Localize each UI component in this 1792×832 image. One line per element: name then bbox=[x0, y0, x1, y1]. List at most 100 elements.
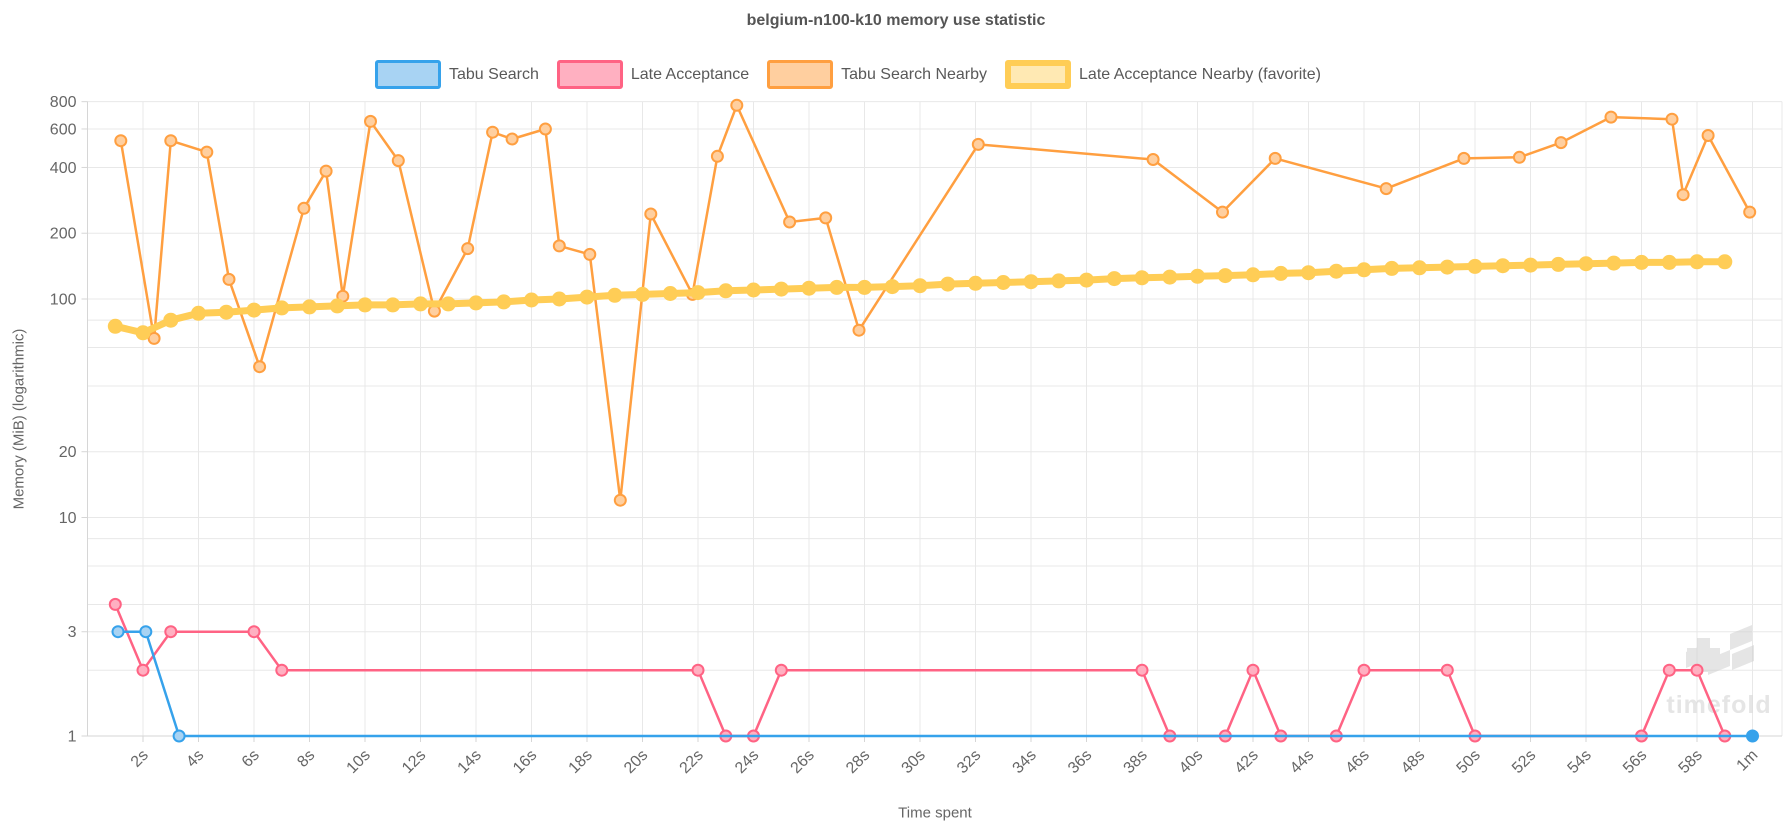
legend-item-tabu-search[interactable]: Tabu Search bbox=[375, 60, 539, 89]
data-point[interactable] bbox=[1662, 663, 1676, 677]
data-point[interactable] bbox=[1554, 136, 1568, 150]
data-point[interactable] bbox=[1689, 254, 1705, 270]
data-point[interactable] bbox=[147, 331, 161, 345]
data-point[interactable] bbox=[691, 663, 705, 677]
data-point[interactable] bbox=[364, 114, 377, 128]
data-point[interactable] bbox=[246, 302, 262, 318]
legend-item-late-acceptance-nearby-favorite[interactable]: Late Acceptance Nearby (favorite) bbox=[1005, 60, 1321, 89]
data-point[interactable] bbox=[710, 149, 724, 163]
data-point[interactable] bbox=[538, 122, 552, 136]
data-point[interactable] bbox=[1134, 270, 1150, 286]
data-point[interactable] bbox=[274, 300, 290, 316]
data-point[interactable] bbox=[1665, 112, 1679, 126]
data-point[interactable] bbox=[1273, 265, 1289, 281]
data-point[interactable] bbox=[912, 278, 928, 294]
data-point[interactable] bbox=[829, 279, 845, 295]
data-point[interactable] bbox=[1216, 205, 1229, 219]
data-point[interactable] bbox=[552, 239, 566, 253]
data-point[interactable] bbox=[297, 201, 311, 215]
data-point[interactable] bbox=[1379, 182, 1393, 196]
data-point[interactable] bbox=[1023, 274, 1039, 290]
data-point[interactable] bbox=[496, 294, 512, 310]
data-point[interactable] bbox=[136, 663, 150, 677]
data-point[interactable] bbox=[1268, 151, 1282, 165]
data-point[interactable] bbox=[1106, 271, 1122, 287]
data-point[interactable] bbox=[1384, 260, 1400, 276]
data-point[interactable] bbox=[1245, 267, 1261, 283]
data-point[interactable] bbox=[995, 275, 1011, 290]
data-point[interactable] bbox=[1051, 273, 1067, 289]
data-point[interactable] bbox=[114, 134, 128, 148]
series-points-late-acceptance[interactable] bbox=[108, 597, 1732, 743]
data-point[interactable] bbox=[1301, 265, 1316, 281]
data-point[interactable] bbox=[774, 663, 788, 677]
data-point[interactable] bbox=[1676, 188, 1690, 202]
series-tabu-search[interactable] bbox=[111, 625, 1759, 743]
data-point[interactable] bbox=[690, 285, 706, 301]
data-point[interactable] bbox=[329, 298, 345, 314]
data-point[interactable] bbox=[819, 211, 833, 225]
data-point[interactable] bbox=[1523, 257, 1538, 273]
data-point[interactable] bbox=[253, 360, 267, 374]
data-point[interactable] bbox=[1701, 129, 1715, 142]
data-point[interactable] bbox=[1578, 256, 1594, 272]
data-point[interactable] bbox=[163, 312, 179, 328]
data-point[interactable] bbox=[1440, 663, 1454, 677]
data-point[interactable] bbox=[107, 318, 123, 334]
legend-item-tabu-search-nearby[interactable]: Tabu Search Nearby bbox=[767, 60, 987, 89]
data-point[interactable] bbox=[302, 299, 317, 315]
data-point[interactable] bbox=[1606, 255, 1622, 271]
data-point[interactable] bbox=[139, 625, 153, 639]
data-point[interactable] bbox=[1550, 256, 1566, 272]
data-point[interactable] bbox=[613, 493, 627, 507]
series-late-acceptance-nearby-favorite[interactable] bbox=[107, 254, 1733, 341]
data-point[interactable] bbox=[852, 323, 866, 337]
data-point[interactable] bbox=[1661, 254, 1677, 270]
data-point[interactable] bbox=[1495, 258, 1511, 274]
data-point[interactable] bbox=[413, 296, 428, 312]
data-point[interactable] bbox=[505, 132, 519, 146]
data-point[interactable] bbox=[662, 286, 678, 301]
data-point[interactable] bbox=[461, 242, 475, 256]
legend-item-late-acceptance[interactable]: Late Acceptance bbox=[556, 60, 749, 89]
data-point[interactable] bbox=[1604, 110, 1618, 124]
data-point[interactable] bbox=[468, 295, 484, 311]
data-point[interactable] bbox=[440, 296, 456, 312]
data-point[interactable] bbox=[191, 305, 206, 321]
data-point[interactable] bbox=[319, 164, 333, 178]
data-point[interactable] bbox=[1146, 153, 1160, 166]
data-point[interactable] bbox=[857, 279, 872, 295]
data-point[interactable] bbox=[1217, 268, 1233, 284]
data-point[interactable] bbox=[773, 281, 789, 297]
data-point[interactable] bbox=[718, 283, 734, 299]
data-point[interactable] bbox=[1162, 269, 1178, 285]
data-point[interactable] bbox=[971, 137, 985, 151]
data-point[interactable] bbox=[783, 215, 797, 229]
data-point[interactable] bbox=[111, 625, 125, 639]
data-point[interactable] bbox=[1328, 263, 1344, 279]
data-point[interactable] bbox=[1512, 150, 1526, 164]
data-point[interactable] bbox=[1717, 254, 1733, 270]
data-point[interactable] bbox=[1246, 663, 1260, 677]
data-point[interactable] bbox=[1357, 663, 1371, 677]
data-point[interactable] bbox=[385, 297, 401, 313]
data-point[interactable] bbox=[524, 292, 539, 308]
data-point[interactable] bbox=[1412, 260, 1427, 276]
data-point[interactable] bbox=[1439, 259, 1455, 275]
data-point[interactable] bbox=[275, 663, 289, 677]
data-point[interactable] bbox=[200, 145, 214, 159]
data-point[interactable] bbox=[1190, 268, 1205, 284]
data-point[interactable] bbox=[164, 134, 178, 148]
data-point[interactable] bbox=[1135, 663, 1149, 677]
data-point[interactable] bbox=[644, 207, 658, 221]
data-point[interactable] bbox=[164, 625, 178, 639]
data-point[interactable] bbox=[1746, 729, 1759, 743]
data-point[interactable] bbox=[551, 291, 567, 307]
data-point[interactable] bbox=[1457, 151, 1471, 165]
data-point[interactable] bbox=[391, 154, 405, 168]
data-point[interactable] bbox=[884, 279, 900, 295]
data-point[interactable] bbox=[135, 325, 151, 341]
data-point[interactable] bbox=[1356, 262, 1372, 278]
data-point[interactable] bbox=[746, 282, 761, 298]
series-points-tabu-search[interactable] bbox=[111, 625, 1759, 743]
